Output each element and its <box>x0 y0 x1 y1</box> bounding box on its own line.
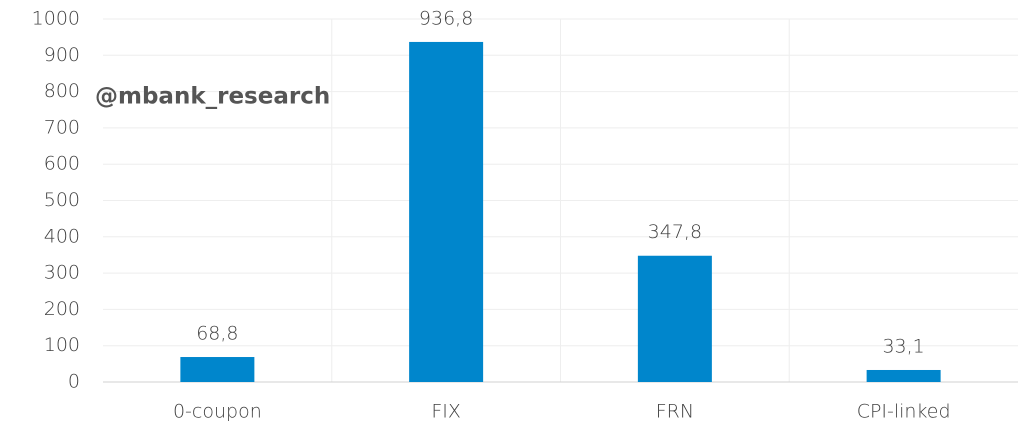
value-label: 347,8 <box>648 221 702 243</box>
value-label: 936,8 <box>419 7 473 29</box>
y-tick-label: 600 <box>44 153 80 175</box>
x-tick-label: 0-coupon <box>173 401 262 423</box>
value-label: 33,1 <box>882 335 924 357</box>
bar <box>637 255 712 382</box>
annotation: @mbank_research <box>95 84 330 110</box>
x-tick-label: FIX <box>431 401 461 423</box>
y-tick-label: 0 <box>68 371 80 393</box>
value-label: 68,8 <box>196 323 238 345</box>
y-tick-label: 400 <box>44 225 80 247</box>
y-tick-label: 700 <box>44 116 80 138</box>
bar <box>180 357 255 382</box>
y-tick-label: 200 <box>44 298 80 320</box>
y-tick-label: 500 <box>44 189 80 211</box>
bar <box>866 369 941 382</box>
x-tick-label: FRN <box>656 401 694 423</box>
y-tick-label: 800 <box>44 80 80 102</box>
y-tick-label: 900 <box>44 44 80 66</box>
y-tick-label: 1000 <box>32 8 80 30</box>
bar <box>409 41 484 383</box>
y-tick-label: 100 <box>44 334 80 356</box>
x-tick-label: CPI-linked <box>857 401 951 423</box>
y-tick-label: 300 <box>44 262 80 284</box>
